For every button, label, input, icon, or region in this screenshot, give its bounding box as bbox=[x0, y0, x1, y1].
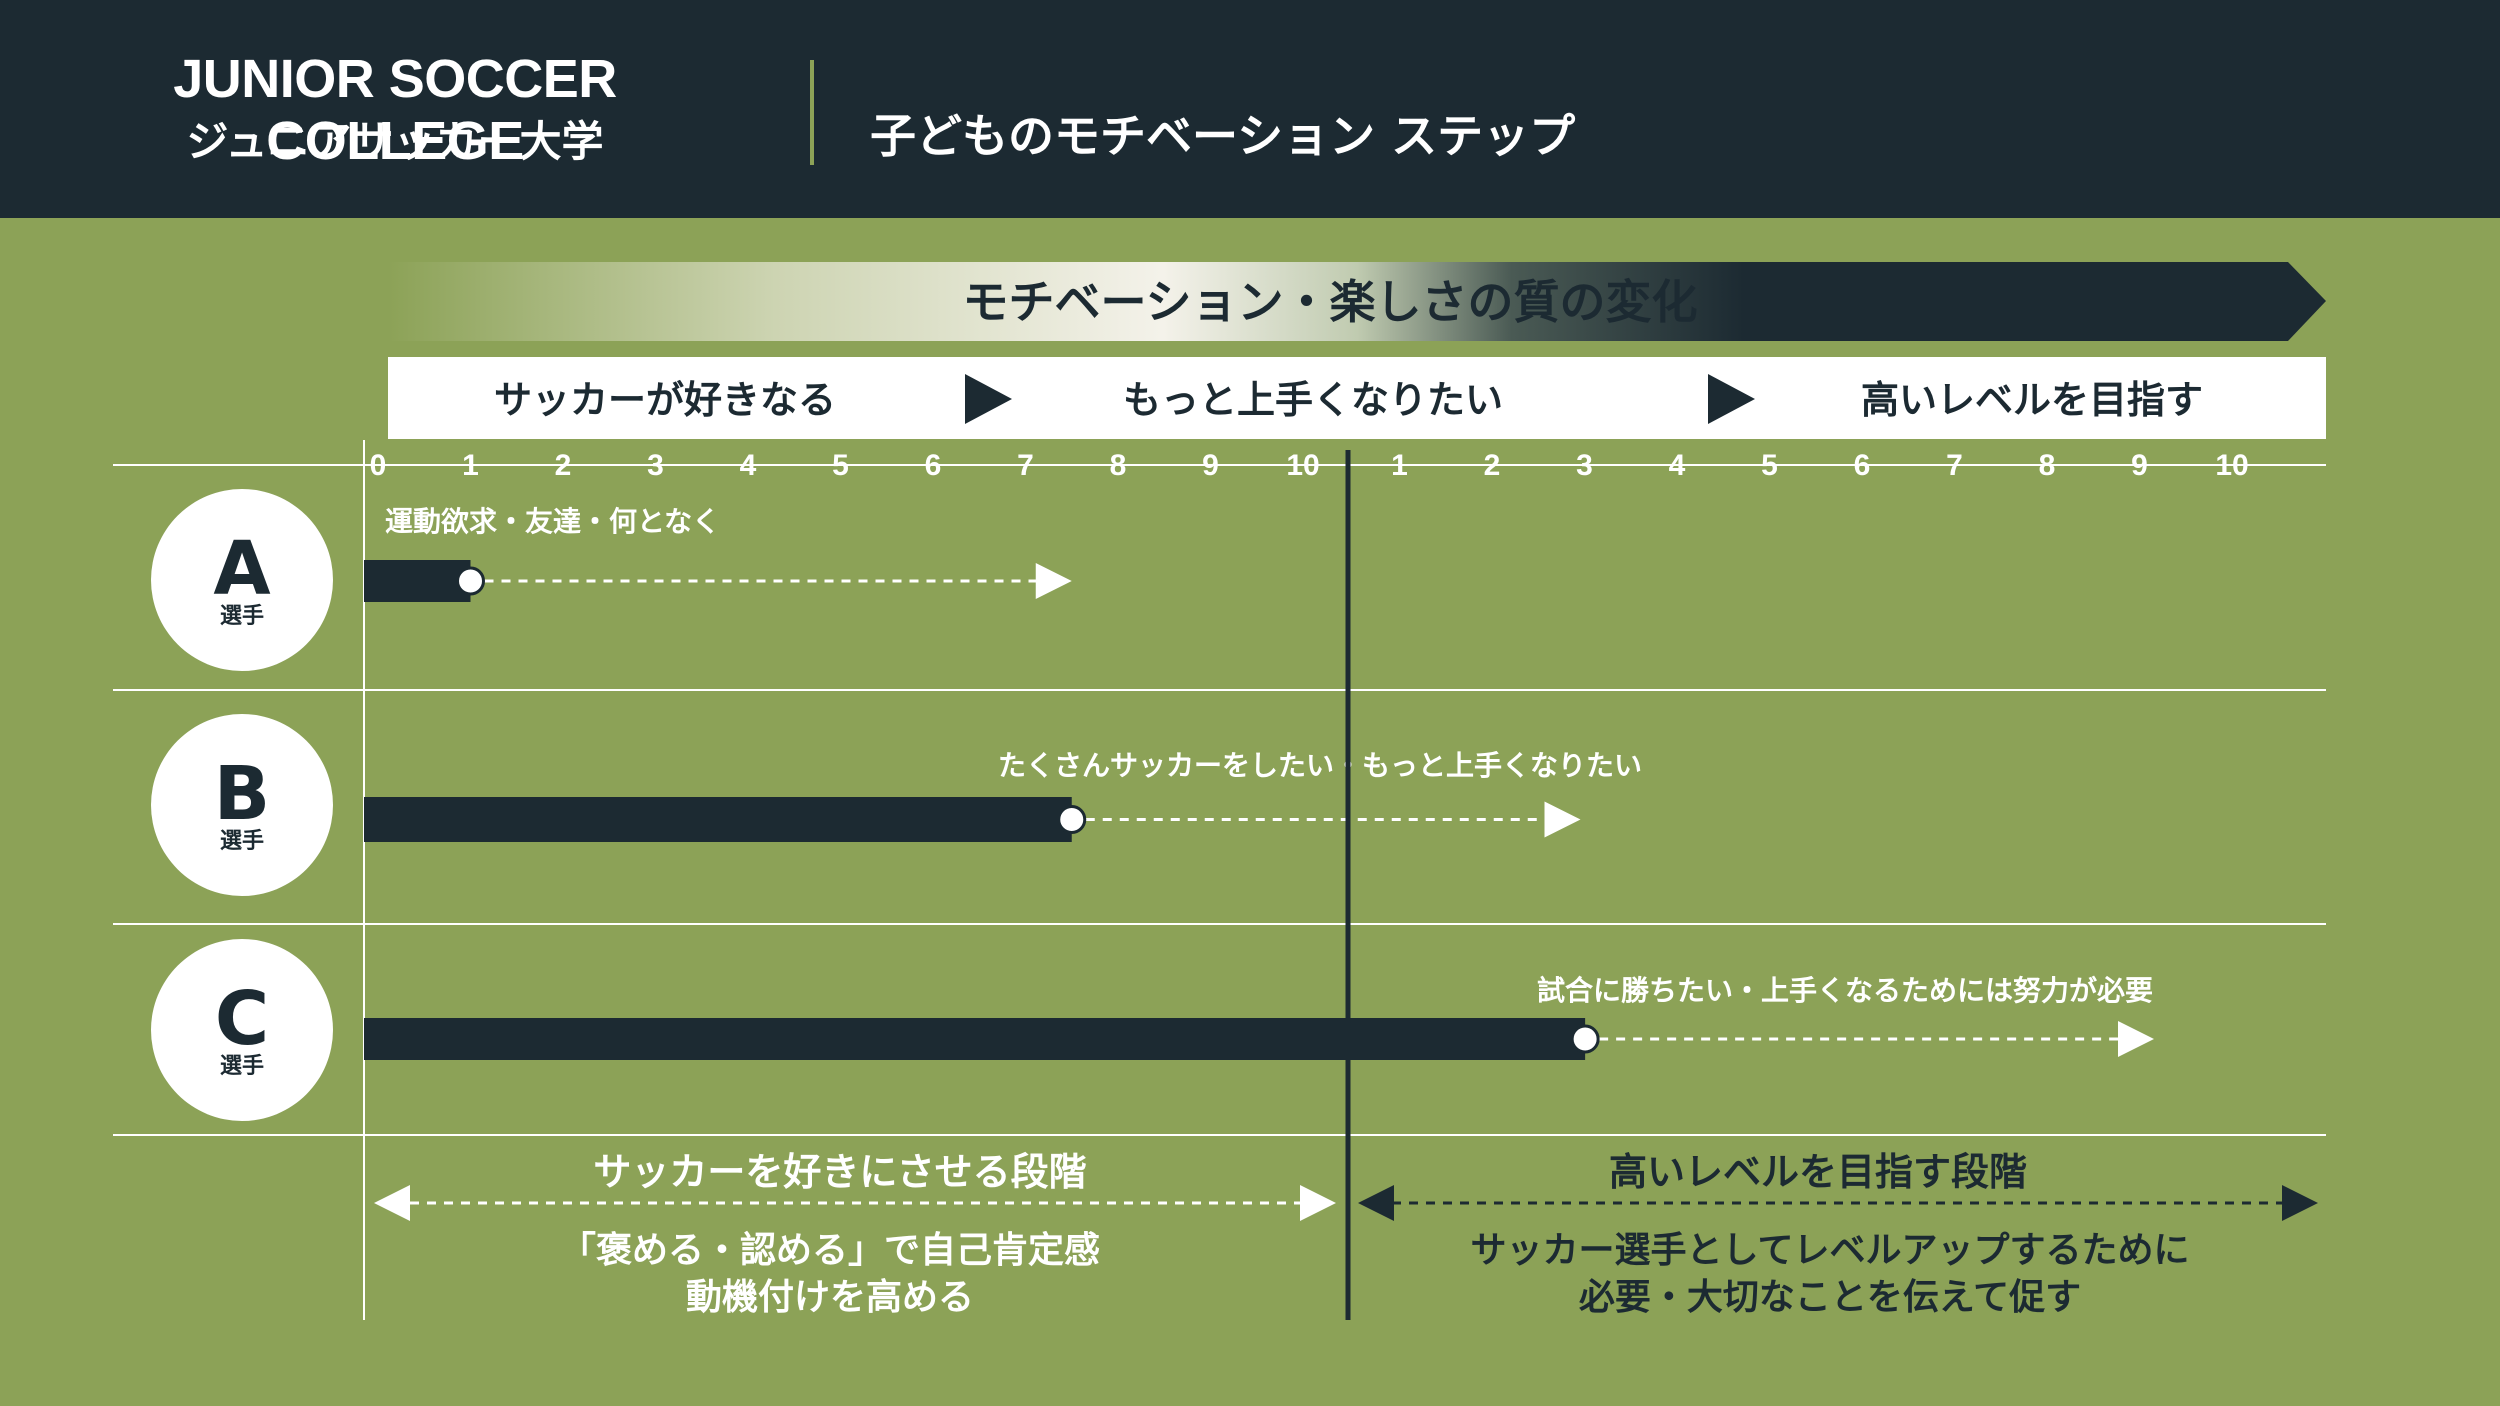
tick-label: 2 bbox=[1484, 449, 1501, 482]
tick-label: 0 bbox=[370, 449, 387, 482]
player-a-motivation: 運動欲求・友達・何となく bbox=[385, 505, 720, 538]
tick-label: 10 bbox=[2215, 449, 2248, 482]
player-c-growth-arrowhead bbox=[2118, 1021, 2154, 1057]
phase-left-line2: 動機付けを高める bbox=[686, 1277, 974, 1318]
player-c-suffix: 選手 bbox=[220, 1054, 264, 1079]
player-a-row: A選手 運動欲求・友達・何となく bbox=[151, 489, 1072, 671]
banner-arrow bbox=[388, 262, 2326, 341]
phase-left-line1: 「褒める・認める」で自己肯定感 bbox=[560, 1230, 1100, 1271]
header-bar: JUNIOR SOCCER COLLEGE ジュニアサッカー大学 子どものモチベ… bbox=[0, 0, 2500, 218]
phase-right-line2: 必要・大切なことを伝えて促す bbox=[1579, 1277, 2081, 1318]
brand-name-en: JUNIOR SOCCER COLLEGE bbox=[173, 49, 617, 171]
phase-right-arrowhead-end bbox=[2282, 1185, 2318, 1221]
tick-label: 9 bbox=[2131, 449, 2148, 482]
phase-left-arrowhead-start bbox=[374, 1185, 410, 1221]
tick-label: 1 bbox=[462, 449, 479, 482]
player-c-current-marker bbox=[1570, 1024, 1600, 1054]
tick-label: 5 bbox=[832, 449, 849, 482]
phase-right-arrowhead-start bbox=[1358, 1185, 1394, 1221]
player-b-growth-arrowhead bbox=[1544, 801, 1581, 838]
player-c-level-bar bbox=[364, 1018, 1586, 1060]
tick-label: 2 bbox=[555, 449, 572, 482]
tick-label: 4 bbox=[1669, 449, 1686, 482]
tick-label: 4 bbox=[740, 449, 757, 482]
stage-arrow-1 bbox=[965, 374, 1012, 424]
player-b-row: B選手 たくさんサッカーをしたい・もっと上手くなりたい bbox=[151, 714, 1642, 896]
tick-label: 8 bbox=[2039, 449, 2056, 482]
player-b-badge bbox=[151, 714, 333, 896]
player-a-badge bbox=[151, 489, 333, 671]
tick-label: 10 bbox=[1286, 449, 1319, 482]
player-b-motivation: たくさんサッカーをしたい・もっと上手くなりたい bbox=[998, 749, 1642, 782]
player-rows: A選手運動欲求・友達・何となくB選手たくさんサッカーをしたい・もっと上手くなりた… bbox=[151, 489, 2154, 1121]
tick-label: 3 bbox=[647, 449, 664, 482]
player-a-letter: A bbox=[213, 526, 270, 612]
tick-label: 5 bbox=[1761, 449, 1778, 482]
stage-label-3: 高いレベルを目指す bbox=[1861, 378, 2203, 422]
tick-label: 9 bbox=[1202, 449, 1219, 482]
player-a-growth-arrowhead bbox=[1035, 563, 1072, 599]
player-a-suffix: 選手 bbox=[220, 604, 264, 629]
phase-right-title: 高いレベルを目指す段階 bbox=[1609, 1150, 2027, 1194]
phase-left-title: サッカーを好きにさせる段階 bbox=[593, 1150, 1086, 1194]
player-b-current-marker bbox=[1057, 805, 1087, 834]
player-b-level-bar bbox=[364, 797, 1072, 842]
tick-label: 6 bbox=[925, 449, 942, 482]
stage-label-2: もっと上手くなりたい bbox=[1123, 378, 1503, 422]
stage-bar bbox=[388, 357, 2326, 439]
player-b-suffix: 選手 bbox=[220, 829, 264, 854]
player-c-motivation: 試合に勝ちたい・上手くなるためには努力が必要 bbox=[1537, 974, 2153, 1007]
tick-label: 8 bbox=[1110, 449, 1127, 482]
header-divider bbox=[810, 60, 814, 165]
stage-label-1: サッカーが好きなる bbox=[494, 378, 836, 422]
player-a-current-marker bbox=[456, 566, 485, 596]
player-c-letter: C bbox=[215, 976, 269, 1062]
page-title: 子どものモチベーション ステップ bbox=[870, 109, 1576, 163]
phase-right-line1: サッカー選手としてレベルアップするために bbox=[1471, 1230, 2190, 1271]
player-b-letter: B bbox=[214, 751, 270, 837]
stage-arrow-2 bbox=[1708, 374, 1755, 424]
tick-label: 7 bbox=[1946, 449, 1963, 482]
brand-name-jp: ジュニアサッカー大学 bbox=[186, 117, 604, 166]
tick-label: 1 bbox=[1391, 449, 1408, 482]
player-c-row: C選手 試合に勝ちたい・上手くなるためには努力が必要 bbox=[151, 939, 2154, 1121]
tick-label: 6 bbox=[1854, 449, 1871, 482]
tick-label: 7 bbox=[1017, 449, 1034, 482]
player-a-level-bar bbox=[364, 560, 471, 602]
banner-text: モチベーション・楽しさの質の変化 bbox=[962, 275, 1697, 329]
player-c-badge bbox=[151, 939, 333, 1121]
tick-label: 3 bbox=[1576, 449, 1593, 482]
phase-left-arrowhead-end bbox=[1300, 1185, 1336, 1221]
scale-ticks: 0 1 2 3 4 5 6 7 8 9 10 1 2 3 4 5 6 7 8 9 10 bbox=[370, 449, 2249, 482]
